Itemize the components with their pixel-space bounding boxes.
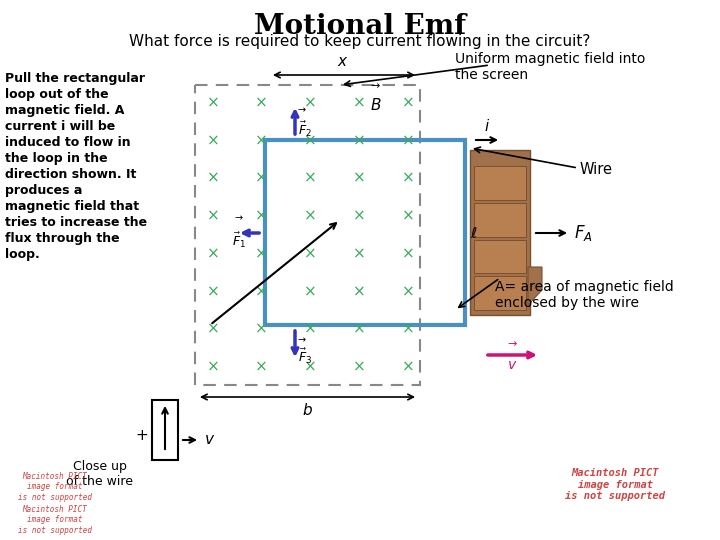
Text: b: b [302,403,312,418]
Text: ×: × [207,208,220,224]
Text: →: → [298,105,306,115]
Text: ×: × [256,171,268,186]
Text: $i$: $i$ [484,118,490,134]
Polygon shape [474,240,526,273]
Text: $\vec{F}_2$: $\vec{F}_2$ [298,120,312,139]
Polygon shape [152,400,178,460]
Text: →: → [508,339,517,349]
Text: ×: × [353,171,366,186]
Text: ×: × [207,171,220,186]
Text: ×: × [304,284,317,299]
Text: Macintosh PICT
image format
is not supported: Macintosh PICT image format is not suppo… [18,472,92,502]
Text: Macintosh PICT
image format
is not supported: Macintosh PICT image format is not suppo… [565,468,665,501]
Text: +: + [135,428,148,442]
Text: ×: × [353,208,366,224]
Text: →: → [235,213,243,223]
Text: ×: × [304,360,317,375]
Text: ×: × [207,360,220,375]
Text: ×: × [353,96,366,111]
Text: $F_A$: $F_A$ [574,223,593,243]
Text: ×: × [256,360,268,375]
Text: ×: × [353,246,366,261]
Text: ×: × [402,208,415,224]
Text: ×: × [304,208,317,224]
Text: ×: × [402,133,415,148]
Text: $v$: $v$ [204,433,215,448]
Polygon shape [474,203,526,237]
Text: ×: × [402,284,415,299]
Text: ×: × [256,322,268,337]
Text: ×: × [353,133,366,148]
Text: ×: × [207,322,220,337]
Text: Pull the rectangular
loop out of the
magnetic field. A
current i will be
induced: Pull the rectangular loop out of the mag… [5,72,147,261]
Text: $\vec{F}_1$: $\vec{F}_1$ [232,231,246,251]
Text: →: → [298,335,306,345]
Polygon shape [528,267,542,305]
Text: ×: × [304,96,317,111]
Text: ×: × [207,284,220,299]
Text: Motional Emf: Motional Emf [254,13,466,40]
Text: Wire: Wire [580,163,613,178]
Text: ×: × [256,246,268,261]
Text: A= area of magnetic field
enclosed by the wire: A= area of magnetic field enclosed by th… [495,280,674,310]
Text: ×: × [256,96,268,111]
Text: ×: × [402,246,415,261]
Text: ×: × [402,171,415,186]
Text: Close up
of the wire: Close up of the wire [66,460,133,488]
Text: Macintosh PICT
image format
is not supported: Macintosh PICT image format is not suppo… [18,505,92,535]
Text: $B$: $B$ [370,97,382,113]
Text: ×: × [256,133,268,148]
Text: ×: × [304,322,317,337]
Text: ×: × [304,171,317,186]
Text: $\vec{F}_3$: $\vec{F}_3$ [298,347,312,366]
Text: ×: × [353,322,366,337]
Text: ×: × [353,284,366,299]
Text: ×: × [207,246,220,261]
Text: →: → [370,81,379,91]
Text: What force is required to keep current flowing in the circuit?: What force is required to keep current f… [130,34,590,49]
Text: ×: × [402,322,415,337]
Text: Uniform magnetic field into
the screen: Uniform magnetic field into the screen [455,52,645,82]
Polygon shape [474,166,526,200]
Text: ×: × [402,360,415,375]
Text: ×: × [353,360,366,375]
Text: ×: × [304,133,317,148]
Text: ×: × [402,96,415,111]
Text: ×: × [256,208,268,224]
Text: ×: × [304,246,317,261]
Text: ×: × [207,133,220,148]
Text: $\ell$: $\ell$ [470,226,477,240]
Polygon shape [470,150,530,315]
Text: x: x [338,54,346,69]
Polygon shape [474,276,526,310]
Text: $v$: $v$ [507,358,517,372]
Text: ×: × [256,284,268,299]
Text: ×: × [207,96,220,111]
